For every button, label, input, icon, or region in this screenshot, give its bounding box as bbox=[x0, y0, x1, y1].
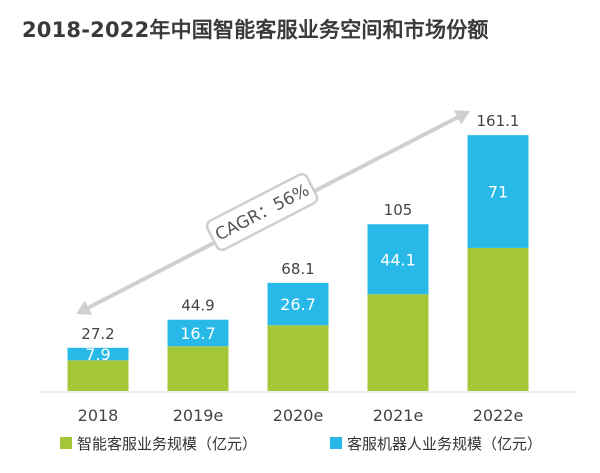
total-label-2022e: 161.1 bbox=[477, 112, 520, 130]
legend-label-smart-service: 智能客服业务规模（亿元） bbox=[77, 435, 257, 453]
x-tick-label-2018: 2018 bbox=[78, 406, 119, 425]
x-tick-label-2019e: 2019e bbox=[173, 406, 224, 425]
legend-label-robot-service: 客服机器人业务规模（亿元） bbox=[347, 435, 542, 453]
segment-label-robot-2022e: 71 bbox=[488, 183, 508, 202]
total-label-2021e: 105 bbox=[384, 201, 413, 219]
x-axis-group: 2018 2019e 2020e 2021e 2022e bbox=[40, 391, 575, 425]
bar-smart-service-2021e bbox=[367, 294, 429, 391]
legend-group: 智能客服业务规模（亿元） 客服机器人业务规模（亿元） bbox=[60, 435, 542, 453]
bars-group: 7.9 27.2 16.7 44.9 26.7 68.1 44.1 105 71 161.1 bbox=[67, 112, 529, 391]
bar-robot-service-2021e bbox=[367, 224, 429, 295]
segment-label-robot-2021e: 44.1 bbox=[380, 250, 416, 269]
bar-robot-service-2022e bbox=[467, 135, 529, 248]
segment-label-robot-2018: 7.9 bbox=[85, 345, 110, 364]
legend-swatch-smart-service bbox=[60, 437, 72, 449]
bar-smart-service-2018 bbox=[67, 360, 129, 391]
bar-smart-service-2022e bbox=[467, 247, 529, 391]
x-tick-label-2020e: 2020e bbox=[273, 406, 324, 425]
total-label-2018: 27.2 bbox=[81, 325, 114, 343]
cagr-arrow-head-end bbox=[453, 110, 470, 125]
cagr-label-box bbox=[205, 172, 319, 252]
segment-label-robot-2019e: 16.7 bbox=[180, 324, 216, 343]
cagr-arrow-head-start bbox=[76, 300, 93, 315]
bar-robot-service-2018 bbox=[67, 347, 129, 361]
bar-smart-service-2020e bbox=[267, 325, 329, 391]
chart-title: 2018-2022年中国智能客服业务空间和市场份额 bbox=[22, 18, 489, 42]
bar-robot-service-2020e bbox=[267, 282, 329, 326]
bar-smart-service-2019e bbox=[167, 346, 229, 391]
cagr-label-group: CAGR：56% bbox=[205, 172, 319, 252]
bar-robot-service-2019e bbox=[167, 319, 229, 347]
x-tick-label-2021e: 2021e bbox=[373, 406, 424, 425]
x-tick-label-2022e: 2022e bbox=[473, 406, 524, 425]
total-label-2019e: 44.9 bbox=[181, 297, 214, 315]
total-label-2020e: 68.1 bbox=[281, 260, 314, 278]
segment-label-robot-2020e: 26.7 bbox=[280, 295, 316, 314]
legend-swatch-robot-service bbox=[330, 437, 342, 449]
